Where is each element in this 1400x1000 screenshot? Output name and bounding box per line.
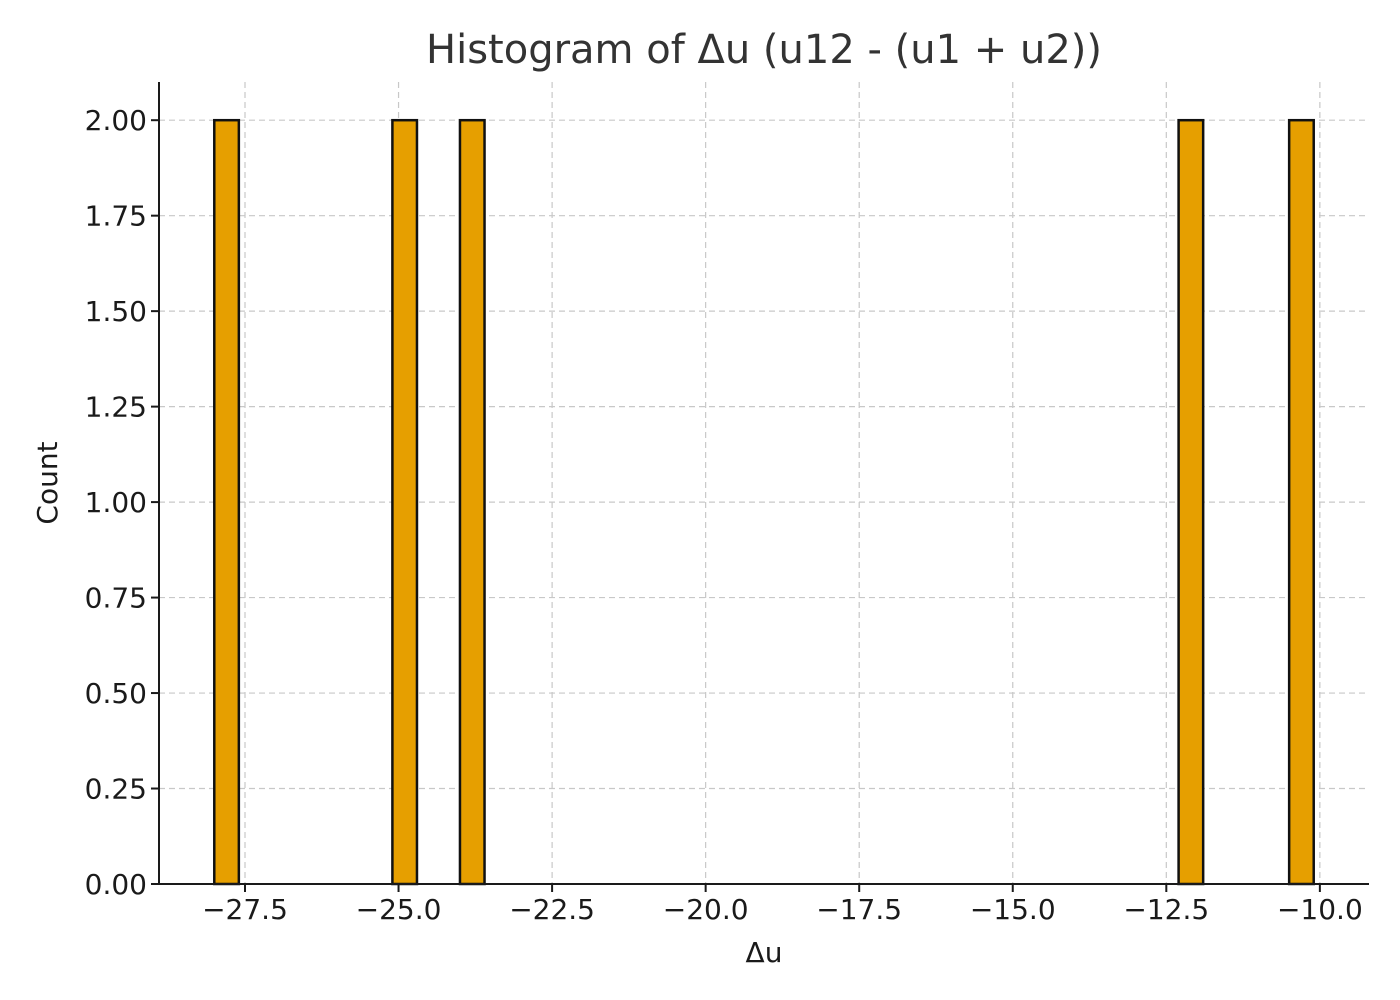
histogram-bar <box>213 118 241 886</box>
histogram-bar <box>1287 118 1315 886</box>
x-tick-label: −25.0 <box>356 893 442 926</box>
y-tick-label: 0.25 <box>85 773 147 806</box>
y-tick-label: 1.00 <box>85 486 147 519</box>
histogram-bar <box>1177 118 1205 886</box>
x-tick-label: −12.5 <box>1123 893 1209 926</box>
chart-title: Histogram of Δu (u12 - (u1 + u2)) <box>426 27 1102 73</box>
y-tick-label: 0.75 <box>85 582 147 615</box>
y-tick-label: 0.00 <box>85 868 147 901</box>
x-tick-label: −10.0 <box>1277 893 1363 926</box>
x-tick-label: −22.5 <box>509 893 595 926</box>
x-tick-label: −15.0 <box>970 893 1056 926</box>
y-tick-label: 1.50 <box>85 295 147 328</box>
x-axis-label: Δu <box>746 936 783 969</box>
x-tick-label: −27.5 <box>202 893 288 926</box>
y-tick-label: 1.25 <box>85 391 147 424</box>
y-axis-label: Count <box>31 441 64 524</box>
x-axis-ticks: −27.5 −25.0 −22.5 −20.0 −17.5 −15.0 −12.5 −10.0 <box>202 884 1363 926</box>
x-tick-label: −17.5 <box>816 893 902 926</box>
x-tick-label: −20.0 <box>663 893 749 926</box>
y-tick-label: 1.75 <box>85 200 147 233</box>
y-tick-label: 0.50 <box>85 677 147 710</box>
histogram-bar <box>458 118 486 886</box>
y-axis-ticks: 0.00 0.25 0.50 0.75 1.00 1.25 1.50 1.75 2.00 <box>85 104 159 901</box>
histogram-bar <box>391 118 419 886</box>
y-tick-label: 2.00 <box>85 104 147 137</box>
histogram-bars <box>213 118 1315 886</box>
